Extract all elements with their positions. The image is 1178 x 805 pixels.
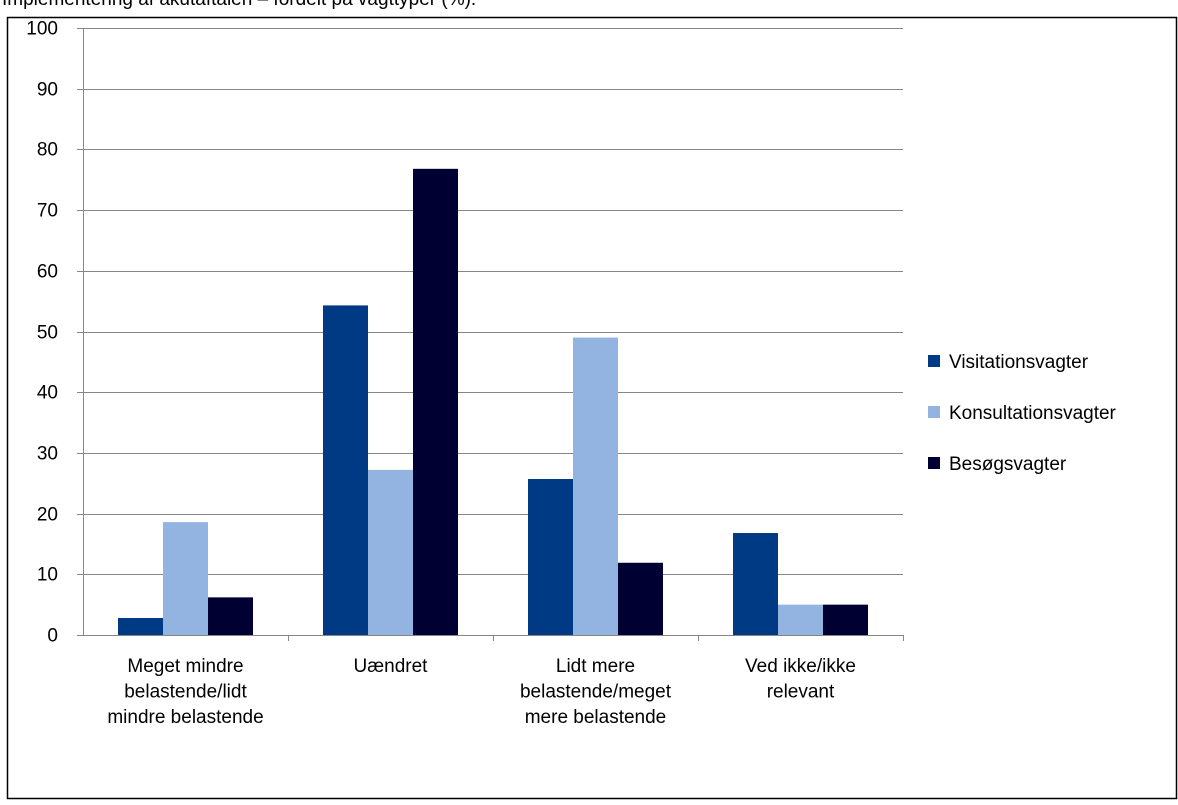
y-tick-label: 60 <box>37 262 58 283</box>
x-category-label-line: belastende/meget <box>520 682 672 703</box>
x-category-label-line: belastende/lidt <box>124 682 247 703</box>
bar-konsultationsvagter <box>778 604 823 635</box>
y-tick-label: 30 <box>37 444 58 465</box>
x-category-label-line: mindre belastende <box>107 707 263 728</box>
legend-label: Konsultationsvagter <box>949 403 1117 424</box>
gridlines <box>83 28 903 575</box>
bar-besøgsvagter <box>413 168 458 635</box>
y-tick-label: 0 <box>47 626 58 647</box>
x-category-label: Lidt mere belastende/meget mere belastende <box>520 656 672 728</box>
y-tick-label: 100 <box>26 19 58 40</box>
legend-label: Visitationsvagter <box>949 352 1089 373</box>
x-category-label: Ved ikke/ikke relevant <box>745 656 856 703</box>
bar-visitationsvagter <box>118 618 163 635</box>
axes: 0 10 20 30 40 50 60 70 80 90 100 Meget mindre belast… <box>26 19 904 728</box>
y-tick-label: 10 <box>37 565 58 586</box>
chart-title: Implementering af akutaftalen – fordelt … <box>2 0 476 10</box>
bars <box>118 168 868 635</box>
x-category-label: Meget mindre belastende/lidt mindre belast… <box>107 656 263 728</box>
y-tick-label: 50 <box>37 323 58 344</box>
y-tick-label: 70 <box>37 201 58 222</box>
x-category-label-line: Ved ikke/ikke <box>745 656 856 677</box>
bar-besøgsvagter <box>823 604 868 635</box>
bar-konsultationsvagter <box>573 337 618 635</box>
y-tick-label: 20 <box>37 505 58 526</box>
y-tick-label: 80 <box>37 140 58 161</box>
x-category-label-line: Meget mindre <box>127 656 243 677</box>
legend-swatch <box>928 457 940 469</box>
legend-swatch <box>928 355 940 367</box>
x-category-label-line: Lidt mere <box>556 656 635 677</box>
x-category-label-line: relevant <box>767 682 835 703</box>
bar-besøgsvagter <box>618 562 663 635</box>
chart-border <box>6 16 1178 800</box>
bar-visitationsvagter <box>323 305 368 635</box>
legend-label: Besøgsvagter <box>949 454 1067 475</box>
x-category-label-line: mere belastende <box>525 707 667 728</box>
bar-visitationsvagter <box>733 533 778 635</box>
bar-visitationsvagter <box>528 479 573 635</box>
y-tick-label: 40 <box>37 383 58 404</box>
x-category-label-line: Uændret <box>354 656 429 677</box>
bar-besøgsvagter <box>208 597 253 635</box>
bar-konsultationsvagter <box>368 469 413 635</box>
y-tick-label: 90 <box>37 80 58 101</box>
x-category-label: Uændret <box>354 656 429 677</box>
legend-swatch <box>928 406 940 418</box>
bar-konsultationsvagter <box>163 522 208 635</box>
legend: Visitationsvagter Konsultationsvagter Besø… <box>928 352 1117 475</box>
